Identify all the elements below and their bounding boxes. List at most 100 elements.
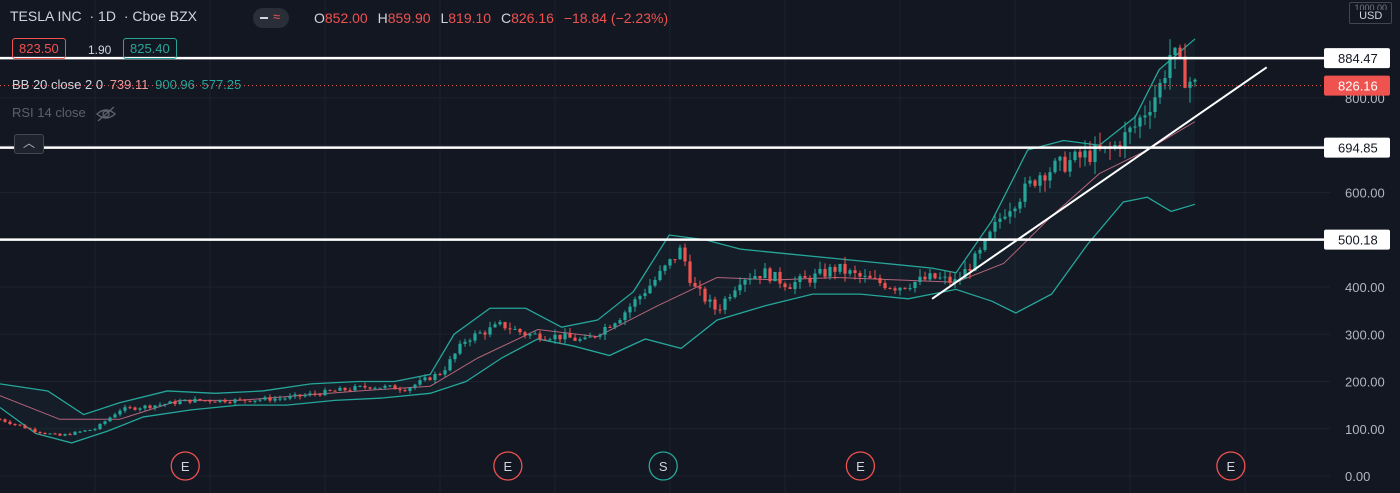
candle-body — [178, 401, 182, 405]
candle-body — [888, 288, 892, 290]
bb-legend[interactable]: BB 20 close 2 0 739.11 900.96 577.25 — [12, 77, 242, 92]
candle-body — [873, 277, 877, 279]
candle-body — [188, 399, 192, 403]
candle-body — [493, 324, 497, 328]
candle-body — [93, 429, 97, 431]
candle-body — [383, 385, 387, 388]
y-tick-label: 600.00 — [1345, 186, 1385, 201]
candle-body — [373, 387, 377, 389]
candle-body — [208, 400, 212, 402]
candle-body — [778, 271, 782, 284]
buy-price-chip[interactable]: 825.40 — [123, 38, 177, 59]
candle-body — [108, 417, 112, 422]
candle-body — [603, 326, 607, 335]
candle-body — [158, 404, 162, 406]
candle-body — [563, 333, 567, 340]
candle-body — [818, 268, 822, 274]
candle-body — [913, 281, 917, 289]
bar-icon — [260, 17, 268, 19]
candle-body — [233, 399, 237, 403]
candle-body — [18, 424, 22, 426]
candle-body — [468, 340, 472, 342]
candle-body — [823, 268, 827, 277]
candle-body — [828, 267, 832, 277]
event-marker — [170, 451, 200, 481]
candle-body — [1153, 97, 1157, 112]
candle-body — [53, 433, 57, 435]
event-marker-label: S — [659, 459, 668, 474]
candle-body — [403, 390, 407, 392]
candle-body — [743, 279, 747, 285]
chart-style-toggle[interactable]: ≈ — [253, 8, 289, 28]
candle-body — [1178, 47, 1182, 57]
candle-body — [0, 419, 2, 421]
candle-body — [1168, 54, 1172, 79]
candle-body — [238, 399, 242, 401]
candle-body — [378, 387, 382, 389]
candle-body — [1093, 144, 1097, 162]
event-marker-label: E — [504, 459, 513, 474]
sell-price-chip[interactable]: 823.50 — [12, 38, 66, 59]
collapse-legend-button[interactable]: ︿ — [14, 134, 44, 154]
candle-body — [943, 276, 947, 278]
open-value: 852.00 — [324, 10, 368, 26]
candle-body — [678, 247, 682, 260]
candle-body — [303, 395, 307, 397]
candle-body — [218, 399, 222, 403]
candle-body — [843, 263, 847, 274]
candle-body — [1148, 111, 1152, 116]
interval-label[interactable]: · 1D — [89, 8, 116, 24]
candle-body — [983, 239, 987, 250]
candle-body — [1038, 175, 1042, 186]
candle-body — [633, 299, 637, 307]
candle-body — [723, 298, 727, 310]
candle-body — [508, 328, 512, 330]
candle-body — [733, 290, 737, 298]
y-tick-label: 100.00 — [1345, 422, 1385, 437]
wave-icon: ≈ — [273, 9, 281, 24]
candle-body — [123, 407, 127, 411]
candle-body — [1048, 172, 1052, 181]
candle-body — [763, 268, 767, 279]
candle-body — [228, 402, 232, 404]
candle-body — [658, 270, 662, 280]
candle-body — [863, 275, 867, 277]
candle-body — [798, 276, 802, 283]
candle-body — [538, 333, 542, 340]
candle-body — [573, 337, 577, 341]
candle-body — [193, 398, 197, 403]
candle-body — [423, 377, 427, 381]
chevron-up-icon: ︿ — [22, 136, 35, 150]
candle-body — [338, 387, 342, 391]
candle-body — [593, 336, 597, 338]
candle-body — [673, 259, 677, 261]
candle-body — [473, 333, 477, 341]
candle-body — [1008, 211, 1012, 217]
candle-body — [1058, 156, 1062, 161]
candle-body — [788, 287, 792, 289]
candle-body — [533, 333, 537, 335]
candle-body — [1158, 82, 1162, 98]
event-marker-label: E — [181, 459, 190, 474]
candle-body — [853, 270, 857, 273]
candle-body — [543, 339, 547, 341]
candle-body — [568, 333, 572, 338]
symbol-title[interactable]: TESLA INC — [10, 8, 82, 24]
y-tick-label: 400.00 — [1345, 280, 1385, 295]
candle-body — [608, 326, 612, 328]
level-price-label: 884.47 — [1338, 51, 1378, 66]
candle-body — [333, 390, 337, 392]
hidden-eye-icon[interactable] — [95, 106, 117, 122]
candle-body — [278, 398, 282, 400]
y-tick-label: 0.00 — [1345, 469, 1370, 484]
candle-body — [133, 407, 137, 410]
candle-body — [368, 387, 372, 389]
currency-label[interactable]: 1000.00 USD — [1349, 2, 1392, 24]
candle-body — [793, 282, 797, 289]
candle-body — [768, 268, 772, 282]
candle-body — [898, 287, 902, 291]
rsi-legend[interactable]: RSI 14 close — [12, 105, 117, 122]
candle-body — [1143, 115, 1147, 118]
